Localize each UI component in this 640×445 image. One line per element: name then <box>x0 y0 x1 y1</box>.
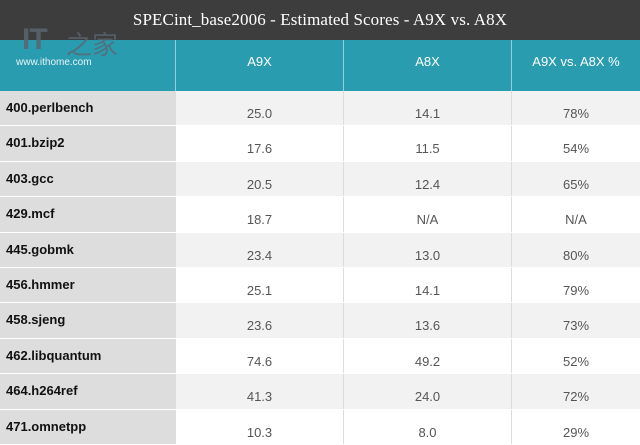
a8x-score: N/A <box>343 197 511 232</box>
benchmark-name: 445.gobmk <box>0 232 175 267</box>
logo-text-it: IT <box>22 23 48 56</box>
benchmark-name: 456.hmmer <box>0 267 175 303</box>
benchmark-name: 429.mcf <box>0 197 175 232</box>
a8x-score: 13.0 <box>343 232 511 267</box>
table-row: 403.gcc 20.5 12.4 65% <box>0 161 640 198</box>
ratio-pct: N/A <box>511 197 640 232</box>
benchmark-name: 401.bzip2 <box>0 126 175 161</box>
benchmark-name: 400.perlbench <box>0 91 175 126</box>
ratio-pct: 29% <box>511 409 640 444</box>
ratio-pct: 54% <box>511 126 640 161</box>
table-row: 458.sjeng 23.6 13.6 73% <box>0 303 640 339</box>
table-row: 471.omnetpp 10.3 8.0 29% <box>0 409 640 445</box>
ratio-pct: 79% <box>511 267 640 303</box>
table-row: 400.perlbench 25.0 14.1 78% <box>0 91 640 127</box>
benchmark-name: 471.omnetpp <box>0 409 175 444</box>
ratio-pct: 78% <box>511 91 640 126</box>
table-row: 464.h264ref 41.3 24.0 72% <box>0 374 640 410</box>
ratio-pct: 72% <box>511 374 640 409</box>
a8x-score: 8.0 <box>343 409 511 444</box>
ratio-pct: 52% <box>511 338 640 374</box>
header-cell-a8x: A8X <box>343 40 511 91</box>
ratio-pct: 80% <box>511 232 640 267</box>
header-cell-pct: A9X vs. A8X % <box>511 40 640 91</box>
a9x-score: 25.1 <box>175 267 343 303</box>
benchmark-name: 462.libquantum <box>0 338 175 374</box>
a8x-score: 13.6 <box>343 303 511 338</box>
a8x-score: 12.4 <box>343 161 511 197</box>
a9x-score: 23.4 <box>175 232 343 267</box>
table-row: 429.mcf 18.7 N/A N/A <box>0 197 640 233</box>
a8x-score: 14.1 <box>343 91 511 126</box>
benchmark-name: 403.gcc <box>0 161 175 197</box>
a9x-score: 23.6 <box>175 303 343 338</box>
table-row: 456.hmmer 25.1 14.1 79% <box>0 267 640 304</box>
logo-text-cn: 之家 <box>66 30 119 60</box>
table-row: 445.gobmk 23.4 13.0 80% <box>0 232 640 268</box>
a8x-score: 24.0 <box>343 374 511 409</box>
a9x-score: 17.6 <box>175 126 343 161</box>
table-body: 400.perlbench 25.0 14.1 78% 401.bzip2 17… <box>0 91 640 445</box>
a9x-score: 10.3 <box>175 409 343 444</box>
header-cell-label: IT 之家 www.ithome.com <box>0 23 175 91</box>
a9x-score: 20.5 <box>175 161 343 197</box>
a8x-score: 49.2 <box>343 338 511 374</box>
a9x-score: 74.6 <box>175 338 343 374</box>
benchmark-name: 464.h264ref <box>0 374 175 409</box>
table-title: SPECint_base2006 - Estimated Scores - A9… <box>0 0 640 40</box>
logo-url: www.ithome.com <box>16 57 92 68</box>
a9x-score: 18.7 <box>175 197 343 232</box>
table-row: 462.libquantum 74.6 49.2 52% <box>0 338 640 375</box>
table-header: IT 之家 www.ithome.com A9X A8X A9X vs. A8X… <box>0 23 640 91</box>
a9x-score: 25.0 <box>175 91 343 126</box>
ratio-pct: 73% <box>511 303 640 338</box>
a8x-score: 11.5 <box>343 126 511 161</box>
table-row: 401.bzip2 17.6 11.5 54% <box>0 126 640 162</box>
ithome-logo: IT 之家 www.ithome.com <box>16 23 122 71</box>
header-cell-a9x: A9X <box>175 40 343 91</box>
a8x-score: 14.1 <box>343 267 511 303</box>
a9x-score: 41.3 <box>175 374 343 409</box>
benchmark-name: 458.sjeng <box>0 303 175 338</box>
ratio-pct: 65% <box>511 161 640 197</box>
